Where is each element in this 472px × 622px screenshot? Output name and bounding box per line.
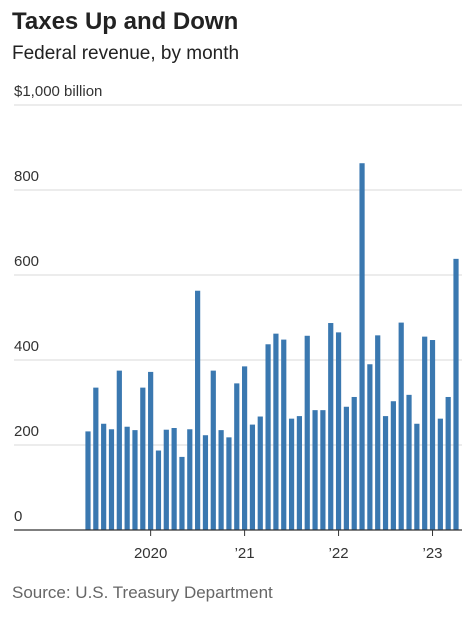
bar bbox=[312, 410, 318, 530]
chart-subtitle: Federal revenue, by month bbox=[12, 43, 239, 64]
bar bbox=[367, 364, 373, 530]
bar bbox=[343, 406, 349, 530]
bar bbox=[390, 401, 396, 530]
bar bbox=[179, 456, 185, 530]
bar bbox=[163, 429, 169, 530]
x-tick-label: ’21 bbox=[235, 545, 255, 562]
bar bbox=[116, 370, 122, 530]
bar bbox=[85, 431, 91, 530]
y-tick-label: 600 bbox=[14, 253, 39, 270]
bar bbox=[155, 450, 162, 530]
bar bbox=[398, 322, 404, 530]
bar bbox=[249, 424, 256, 530]
y-tick-label: 200 bbox=[14, 423, 39, 440]
bar bbox=[195, 290, 201, 530]
y-tick-label: $1,000 billion bbox=[14, 83, 102, 100]
bar bbox=[202, 435, 209, 530]
bar bbox=[320, 410, 326, 530]
bar bbox=[265, 344, 271, 530]
x-tick-label: 2020 bbox=[134, 545, 167, 562]
bar bbox=[108, 429, 115, 530]
bar bbox=[132, 430, 138, 530]
source: Source: U.S. Treasury Department bbox=[12, 583, 273, 602]
chart-title: Taxes Up and Down bbox=[12, 8, 238, 35]
bar bbox=[187, 429, 193, 530]
bar bbox=[445, 396, 451, 530]
bar bbox=[124, 426, 130, 530]
bar bbox=[375, 335, 381, 530]
bar bbox=[296, 416, 303, 530]
bar bbox=[335, 332, 342, 530]
y-tick-label: 0 bbox=[14, 508, 22, 525]
bar bbox=[226, 437, 232, 530]
bar bbox=[242, 366, 248, 530]
bar bbox=[273, 333, 279, 530]
bar bbox=[93, 387, 99, 530]
x-tick-label: ’22 bbox=[329, 545, 349, 562]
bar bbox=[234, 383, 240, 530]
bar bbox=[453, 258, 459, 530]
bar bbox=[328, 323, 334, 530]
bar bbox=[382, 416, 389, 530]
bar bbox=[414, 423, 420, 530]
bar bbox=[281, 339, 287, 530]
x-tick-label: ’23 bbox=[423, 545, 443, 562]
bar bbox=[437, 418, 443, 530]
bar bbox=[406, 394, 412, 530]
bar bbox=[257, 416, 263, 530]
bar bbox=[148, 371, 154, 530]
y-tick-label: 400 bbox=[14, 338, 39, 355]
bar bbox=[359, 163, 365, 530]
bar bbox=[304, 335, 310, 530]
bar bbox=[429, 340, 436, 530]
bar bbox=[422, 336, 428, 530]
bar bbox=[171, 428, 177, 530]
bar bbox=[351, 396, 357, 530]
bar bbox=[288, 418, 295, 530]
bar bbox=[101, 423, 107, 530]
y-tick-label: 800 bbox=[14, 168, 39, 185]
bar bbox=[140, 387, 146, 530]
bar bbox=[218, 430, 224, 530]
bar bbox=[210, 370, 216, 530]
